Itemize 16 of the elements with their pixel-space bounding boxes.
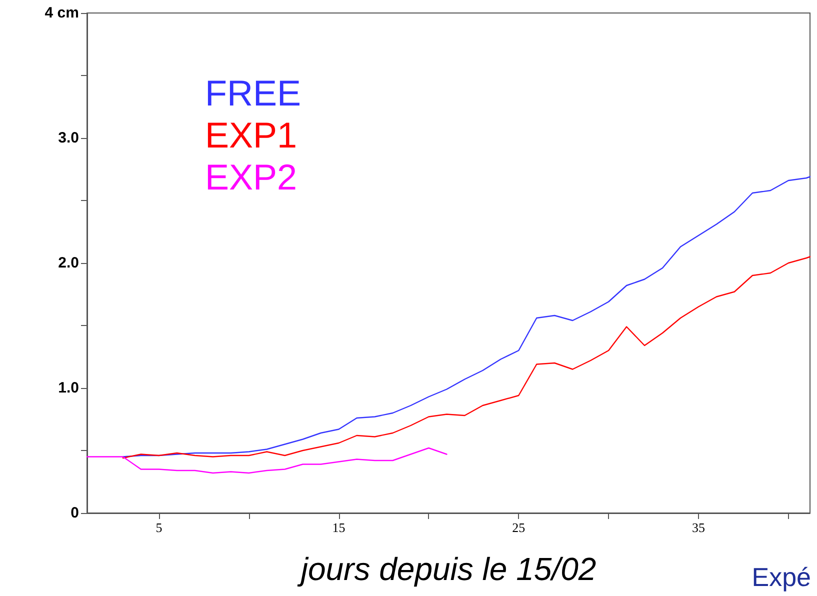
- text: EXP1: [205, 114, 298, 156]
- text: Expé: [752, 562, 812, 592]
- y-tick-label: 4 cm: [44, 4, 79, 22]
- y-tick-label: 2.0: [58, 254, 79, 272]
- line-series: [86, 447, 448, 474]
- y-tick-label: 1.0: [58, 380, 79, 396]
- y-tick-label: 0: [70, 504, 79, 522]
- y-tick-label: 3.0: [58, 130, 79, 146]
- x-tick-label: 15: [332, 520, 346, 535]
- text: FREE: [205, 72, 302, 114]
- line-series: [122, 256, 811, 459]
- x-tick-label: 35: [692, 520, 705, 535]
- x-tick-label: 25: [512, 520, 526, 535]
- x-axis-title: jours depuis le 15/02: [296, 551, 596, 587]
- text: EXP2: [205, 156, 298, 198]
- x-tick-label: 5: [156, 520, 162, 535]
